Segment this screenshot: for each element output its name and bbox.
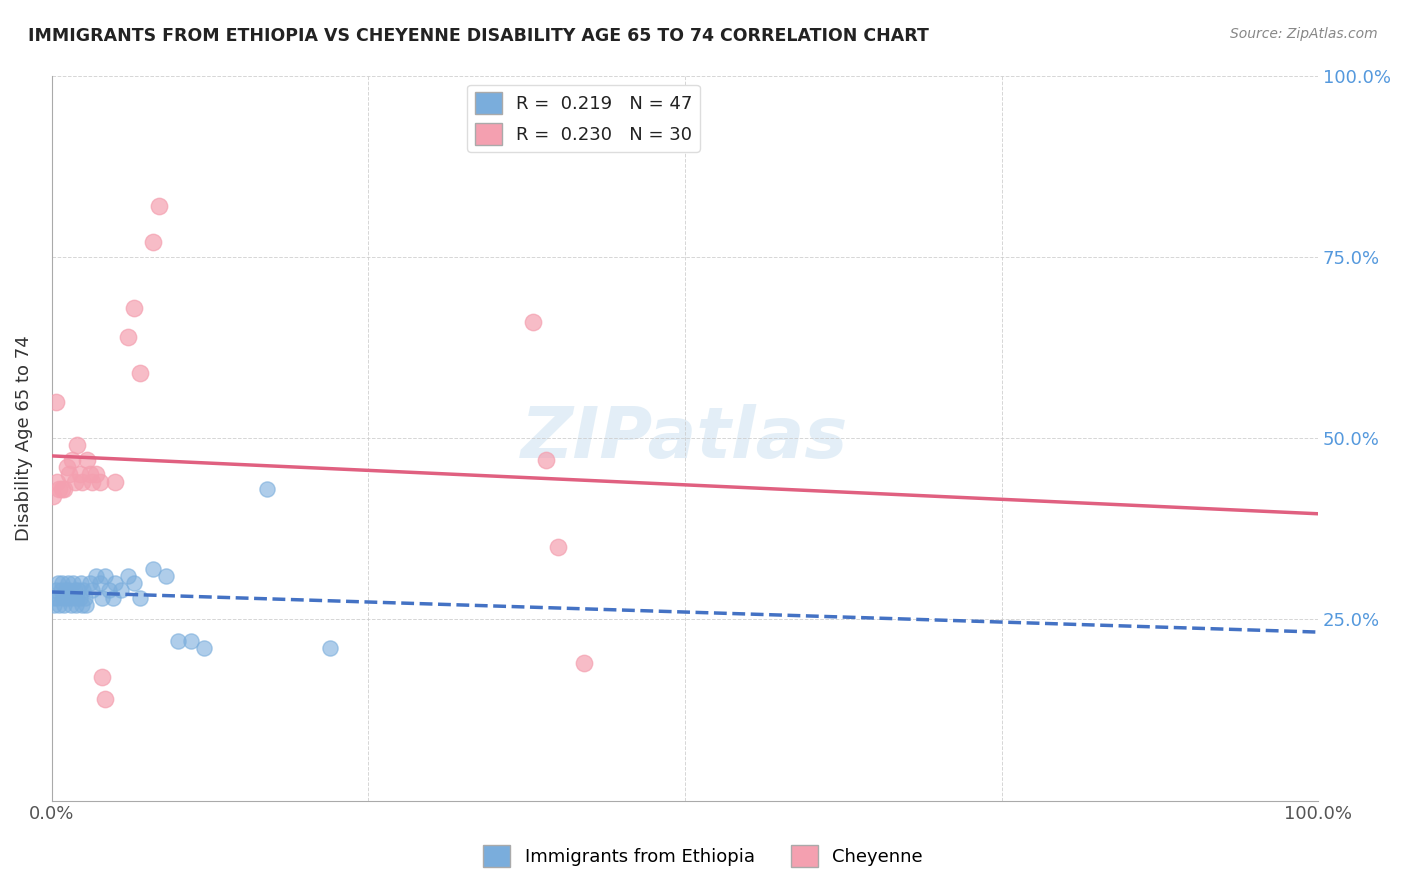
Point <box>42 489 65 503</box>
Point <box>319 641 342 656</box>
Point <box>104 576 127 591</box>
Point <box>547 540 569 554</box>
Point <box>79 576 101 591</box>
Point <box>51 482 73 496</box>
Point <box>70 598 93 612</box>
Point <box>69 591 91 605</box>
Point <box>58 583 80 598</box>
Point <box>60 591 83 605</box>
Point <box>142 561 165 575</box>
Point <box>94 569 117 583</box>
Point <box>44 598 66 612</box>
Point <box>82 583 104 598</box>
Point <box>42 591 65 605</box>
Point <box>46 576 69 591</box>
Point <box>91 591 114 605</box>
Point <box>63 583 86 598</box>
Point <box>91 670 114 684</box>
Point <box>52 591 75 605</box>
Point <box>73 591 96 605</box>
Point <box>59 598 82 612</box>
Point <box>572 656 595 670</box>
Point <box>193 641 215 656</box>
Point <box>522 315 544 329</box>
Point <box>148 199 170 213</box>
Point <box>45 475 67 489</box>
Point <box>58 576 80 591</box>
Point <box>155 569 177 583</box>
Legend: R =  0.219   N = 47, R =  0.230   N = 30: R = 0.219 N = 47, R = 0.230 N = 30 <box>467 85 700 152</box>
Point <box>129 366 152 380</box>
Point <box>72 583 94 598</box>
Point <box>45 394 67 409</box>
Point <box>84 467 107 482</box>
Point <box>79 467 101 482</box>
Point <box>89 576 111 591</box>
Point <box>51 576 73 591</box>
Point <box>70 576 93 591</box>
Point <box>534 452 557 467</box>
Point <box>122 301 145 315</box>
Point <box>53 598 76 612</box>
Point <box>66 591 89 605</box>
Point <box>97 583 120 598</box>
Point <box>48 598 70 612</box>
Point <box>45 583 67 598</box>
Point <box>101 591 124 605</box>
Point <box>63 475 86 489</box>
Text: ZIPatlas: ZIPatlas <box>522 403 849 473</box>
Point <box>117 569 139 583</box>
Point <box>67 583 90 598</box>
Point <box>75 598 97 612</box>
Point <box>56 460 79 475</box>
Point <box>89 475 111 489</box>
Point <box>60 452 83 467</box>
Point <box>82 475 104 489</box>
Point <box>180 634 202 648</box>
Point <box>70 475 93 489</box>
Point <box>94 692 117 706</box>
Text: Source: ZipAtlas.com: Source: ZipAtlas.com <box>1230 27 1378 41</box>
Point <box>49 583 72 598</box>
Point <box>65 598 87 612</box>
Point <box>58 467 80 482</box>
Point <box>117 329 139 343</box>
Point <box>129 591 152 605</box>
Point <box>110 583 132 598</box>
Point <box>45 591 67 605</box>
Point <box>76 452 98 467</box>
Point <box>104 475 127 489</box>
Point <box>62 576 84 591</box>
Point <box>66 438 89 452</box>
Point <box>167 634 190 648</box>
Point <box>122 576 145 591</box>
Point <box>256 482 278 496</box>
Point <box>48 482 70 496</box>
Y-axis label: Disability Age 65 to 74: Disability Age 65 to 74 <box>15 335 32 541</box>
Legend: Immigrants from Ethiopia, Cheyenne: Immigrants from Ethiopia, Cheyenne <box>475 838 931 874</box>
Text: IMMIGRANTS FROM ETHIOPIA VS CHEYENNE DISABILITY AGE 65 TO 74 CORRELATION CHART: IMMIGRANTS FROM ETHIOPIA VS CHEYENNE DIS… <box>28 27 929 45</box>
Point <box>56 591 79 605</box>
Point <box>55 583 77 598</box>
Point <box>69 467 91 482</box>
Point <box>142 235 165 250</box>
Point <box>53 482 76 496</box>
Point <box>84 569 107 583</box>
